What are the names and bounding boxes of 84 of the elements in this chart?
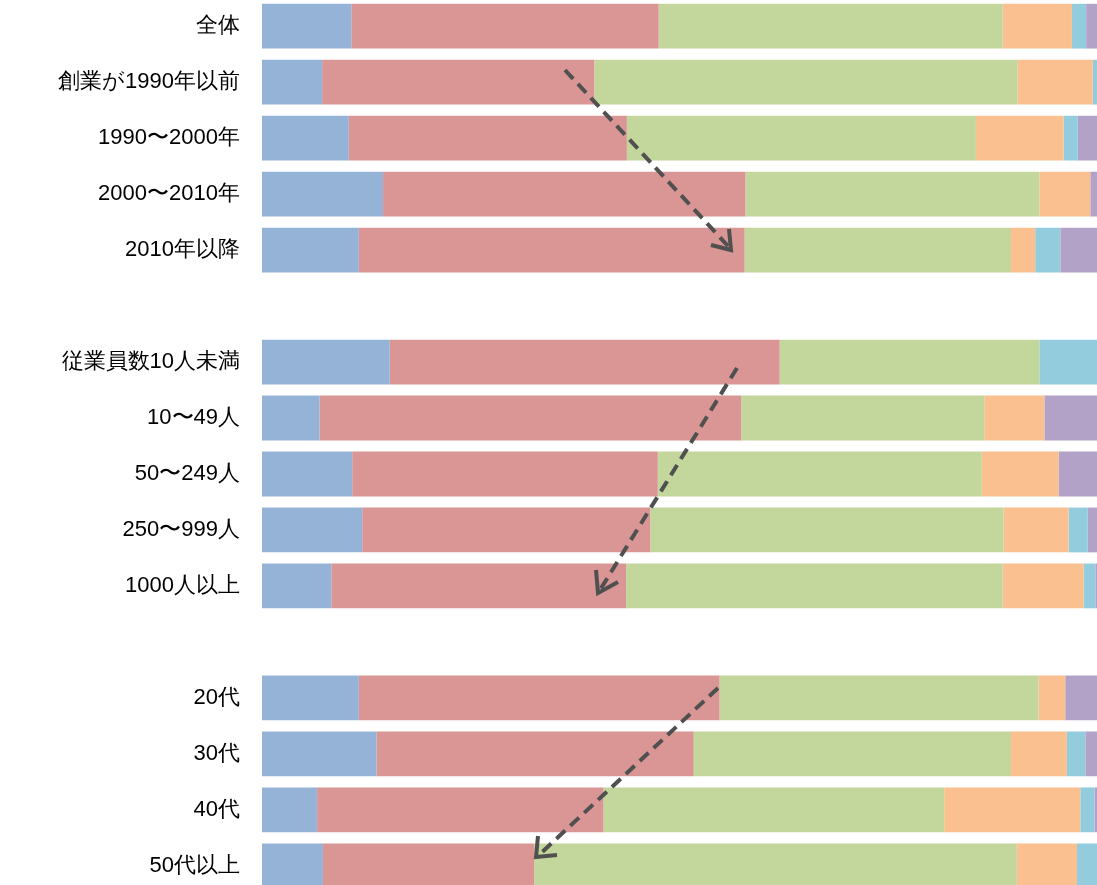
bar	[352, 451, 658, 497]
bar	[389, 339, 780, 385]
bar	[262, 731, 377, 777]
bar	[1038, 675, 1066, 721]
bar	[1086, 3, 1097, 49]
y-tick-label: 50〜249人	[134, 460, 240, 486]
y-tick-label: 40代	[193, 795, 240, 821]
y-tick-label: 1000人以上	[125, 572, 240, 597]
y-tick-label: 2000〜2010年	[98, 180, 240, 206]
bar	[1044, 395, 1097, 441]
bar	[944, 787, 1081, 833]
bar	[358, 227, 745, 273]
bar	[975, 115, 1064, 161]
bar	[1011, 227, 1036, 273]
bar	[383, 171, 746, 217]
bar	[1002, 563, 1084, 609]
bar	[719, 675, 1039, 721]
bar	[693, 731, 1011, 777]
y-tick-label: 1990〜2000年	[98, 124, 240, 150]
y-tick-label: 2010年以降	[125, 236, 240, 262]
bar	[658, 3, 1003, 49]
bar	[741, 395, 985, 441]
bar	[1080, 787, 1095, 833]
bar	[317, 787, 604, 833]
bar	[1065, 675, 1097, 721]
bar	[1077, 115, 1097, 161]
y-tick-label: 10〜49人	[147, 404, 240, 430]
bar	[1092, 59, 1097, 105]
bar	[262, 171, 384, 217]
bar	[650, 507, 1004, 553]
bar	[1017, 59, 1093, 105]
bar	[262, 339, 390, 385]
bar	[1039, 171, 1091, 217]
bar	[351, 3, 659, 49]
bar	[376, 731, 694, 777]
bar	[262, 563, 332, 609]
bar	[348, 115, 627, 161]
bar	[262, 115, 349, 161]
bar	[262, 3, 352, 49]
bar	[362, 507, 651, 553]
bar	[322, 59, 595, 105]
bar	[1066, 731, 1086, 777]
bar	[981, 451, 1059, 497]
bar	[319, 395, 742, 441]
bar	[779, 339, 1040, 385]
bar	[1090, 171, 1097, 217]
y-tick-label: 250〜999人	[122, 516, 240, 542]
bar	[1003, 507, 1069, 553]
bar	[626, 563, 1003, 609]
bar	[1063, 115, 1078, 161]
bar	[1058, 451, 1097, 497]
bar	[657, 451, 982, 497]
bar	[1068, 507, 1088, 553]
y-tick-label: 全体	[196, 12, 240, 38]
bar	[1087, 507, 1097, 553]
bar	[331, 563, 627, 609]
bar	[1011, 731, 1067, 777]
bar	[1035, 227, 1061, 273]
y-tick-label: 創業が1990年以前	[58, 68, 240, 94]
bar	[262, 395, 320, 441]
bar	[1071, 3, 1087, 49]
bar	[594, 59, 1018, 105]
bar	[262, 227, 359, 273]
y-tick-label: 従業員数10人未満	[61, 348, 240, 374]
bar	[262, 507, 363, 553]
bar	[1039, 339, 1097, 385]
bar	[626, 115, 976, 161]
bar	[262, 675, 359, 721]
bar	[745, 171, 1040, 217]
bar	[1085, 731, 1097, 777]
bar	[262, 787, 318, 833]
bar	[984, 395, 1045, 441]
bar	[262, 59, 323, 105]
y-tick-label: 50代以上	[149, 851, 240, 877]
bar	[1002, 3, 1072, 49]
bar	[262, 451, 353, 497]
bar	[744, 227, 1011, 273]
y-tick-label: 30代	[193, 739, 240, 765]
bar	[1094, 787, 1097, 833]
bar	[1060, 227, 1097, 273]
bar	[358, 675, 720, 721]
y-tick-label: 20代	[193, 683, 240, 709]
bar	[1083, 563, 1096, 609]
bar	[603, 787, 945, 833]
